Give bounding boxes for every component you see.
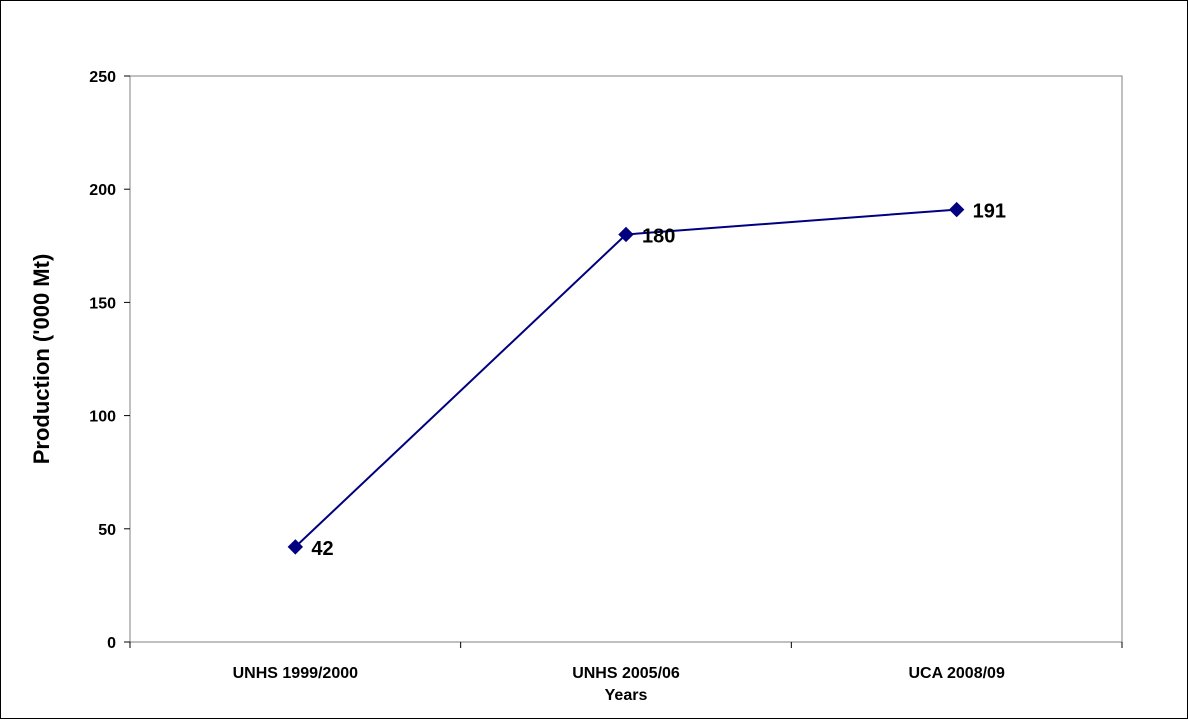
x-tick-label: UNHS 1999/2000 xyxy=(233,665,359,682)
y-tick-label: 200 xyxy=(89,182,116,199)
x-tick-label: UNHS 2005/06 xyxy=(572,665,680,682)
y-tick-label: 0 xyxy=(107,635,116,652)
data-label: 180 xyxy=(642,225,675,247)
data-label: 42 xyxy=(311,538,333,560)
x-axis-title: Years xyxy=(605,687,648,704)
x-tick-label: UCA 2008/09 xyxy=(908,665,1004,682)
data-label: 191 xyxy=(973,201,1006,223)
plot-area xyxy=(130,76,1122,642)
y-tick-labels: 0 50 100 150 200 250 xyxy=(89,69,116,652)
y-tick-label: 50 xyxy=(98,522,116,539)
x-tick-marks xyxy=(130,642,1122,648)
y-tick-label: 150 xyxy=(89,295,116,312)
y-axis-title: Production ('000 Mt) xyxy=(29,254,54,465)
y-tick-label: 100 xyxy=(89,409,116,426)
y-tick-marks xyxy=(124,76,130,642)
x-tick-labels: UNHS 1999/2000 UNHS 2005/06 UCA 2008/09 xyxy=(233,665,1005,682)
y-tick-label: 250 xyxy=(89,69,116,86)
